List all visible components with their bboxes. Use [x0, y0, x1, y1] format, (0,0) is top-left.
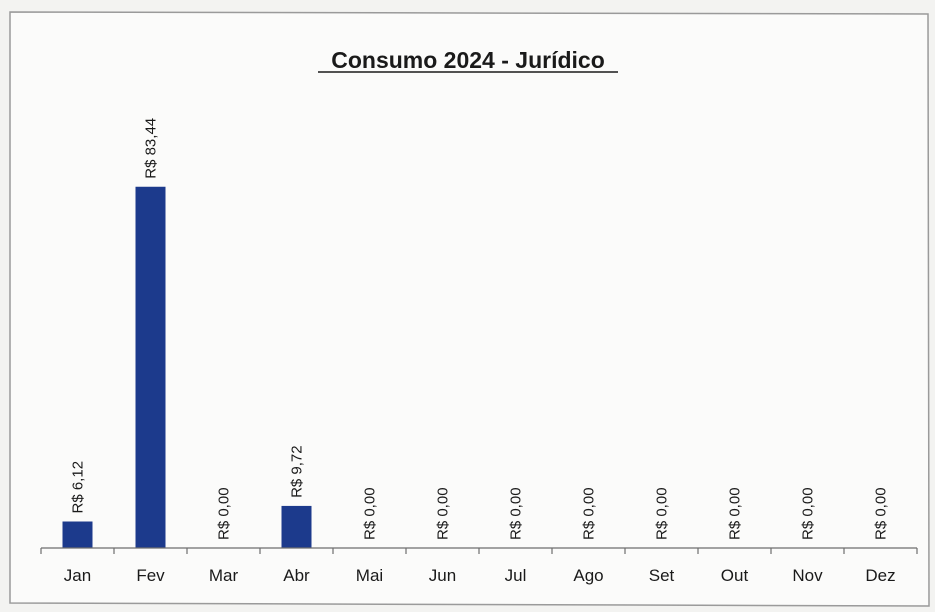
data-label-out: R$ 0,00 — [727, 487, 744, 540]
data-label-mar: R$ 0,00 — [216, 487, 233, 540]
data-label-ago: R$ 0,00 — [581, 487, 598, 540]
x-axis-tick-labels: Jan Fev Mar Abr Mai Jun Jul Ago Set Out Nov Dez — [64, 566, 896, 585]
data-label-jul: R$ 0,00 — [508, 487, 525, 540]
data-label-jan: R$ 6,12 — [70, 461, 87, 514]
x-tick-label-abr: Abr — [283, 566, 310, 585]
data-label-abr: R$ 9,72 — [289, 445, 306, 498]
x-tick-label-jul: Jul — [505, 566, 527, 585]
bar-group — [62, 186, 312, 548]
chart-title: Consumo 2024 - Jurídico — [331, 47, 605, 73]
data-label-dez: R$ 0,00 — [873, 487, 890, 540]
bar-fev — [135, 186, 166, 548]
x-tick-label-nov: Nov — [792, 566, 823, 585]
bar-abr — [281, 505, 312, 548]
x-tick-label-dez: Dez — [865, 566, 895, 585]
data-label-nov: R$ 0,00 — [800, 487, 817, 540]
x-tick-label-jun: Jun — [429, 566, 456, 585]
data-label-fev: R$ 83,44 — [143, 118, 160, 179]
chart-border — [9, 11, 930, 607]
data-label-jun: R$ 0,00 — [435, 487, 452, 540]
x-tick-label-mai: Mai — [356, 566, 383, 585]
x-tick-label-set: Set — [649, 566, 675, 585]
x-axis-ticks — [40, 548, 918, 554]
x-tick-label-out: Out — [721, 566, 749, 585]
data-label-group: R$ 6,12 R$ 83,44 R$ 0,00 R$ 9,72 R$ 0,00 R$ 0… — [70, 118, 890, 540]
x-tick-label-fev: Fev — [136, 566, 165, 585]
bar-jan — [62, 521, 93, 548]
x-tick-label-jan: Jan — [64, 566, 91, 585]
x-tick-label-ago: Ago — [573, 566, 603, 585]
data-label-mai: R$ 0,00 — [362, 487, 379, 540]
data-label-set: R$ 0,00 — [654, 487, 671, 540]
x-tick-label-mar: Mar — [209, 566, 239, 585]
